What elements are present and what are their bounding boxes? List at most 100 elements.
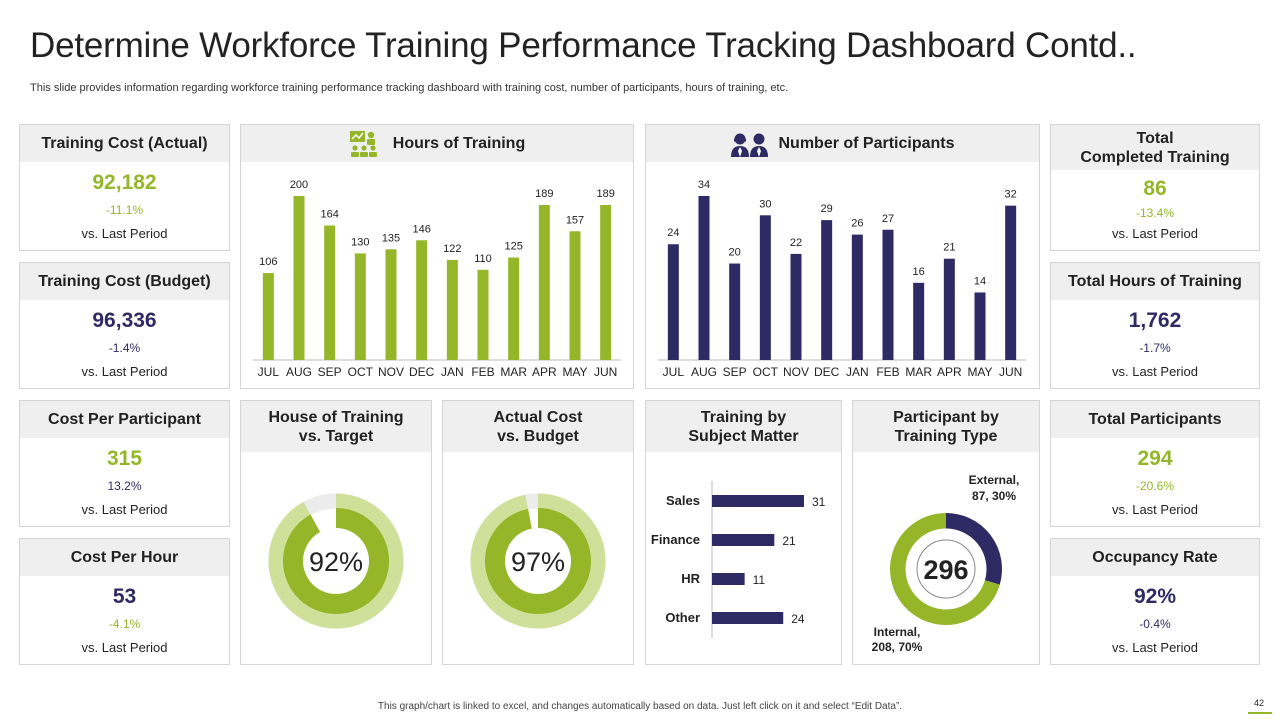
donut-center [303,528,369,594]
data-label: 125 [504,241,522,253]
kpi-label: Total Hours of Training [1051,263,1259,300]
donut-center-label: 92% [309,547,363,577]
kpi-card-total-participants: Total Participants 294 -20.6% vs. Last P… [1050,400,1260,527]
x-tick-label: NOV [378,365,404,379]
x-tick-label: JUL [663,365,685,379]
kpi-card-training-cost-budget: Training Cost (Budget) 96,336 -1.4% vs. … [19,262,230,389]
bar [569,231,581,360]
data-label: 21 [943,242,955,254]
x-tick-label: OCT [348,365,374,379]
hours-of-training-chart: 106 JUL 200 AUG 164 SEP 130 OCT 135 NOV 146 DEC 122 J… [253,179,621,379]
donut-value-ring [268,493,404,629]
kpi-value: 86 [1143,177,1167,200]
data-label: 29 [821,203,833,215]
bar [882,229,894,360]
target-donut-chart: 92% [268,493,404,629]
bar [821,220,833,360]
kpi-vs-label: vs. Last Period [1112,364,1198,379]
x-tick-label: SEP [723,365,747,379]
category-label: HR [681,571,700,586]
participant-by-training-type-panel: Participant by Training Type 296 External… [852,400,1040,665]
bar [943,258,955,360]
bar [538,205,550,360]
data-label: 27 [882,213,894,225]
bar [477,269,489,360]
x-tick-label: MAY [562,365,587,379]
donut-slice-separator [905,528,987,610]
category-label: Sales [666,493,700,508]
x-tick-label: JUL [258,365,280,379]
data-label: 31 [812,495,826,509]
data-label: 157 [566,214,584,226]
donut-value-ring [470,493,606,629]
bar [698,196,710,360]
data-label: 189 [596,188,614,200]
bar [416,240,428,360]
bar [712,573,745,585]
data-label: 200 [290,179,308,191]
donut-center-label: 296 [923,555,968,585]
kpi-vs-label: vs. Last Period [81,640,168,655]
category-label: Finance [651,532,700,547]
kpi-card-cost-per-hour: Cost Per Hour 53 -4.1% vs. Last Period [19,538,230,665]
x-tick-label: MAY [967,365,992,379]
x-tick-label: SEP [318,365,342,379]
footer-note: This graph/chart is linked to excel, and… [377,701,903,712]
x-tick-label: JAN [846,365,869,379]
bar [600,205,612,360]
bar [446,259,458,360]
kpi-label: Training Cost (Budget) [20,263,229,300]
bar [790,253,802,360]
kpi-label: Occupancy Rate [1051,539,1259,576]
x-tick-label: DEC [814,365,840,379]
data-label: 21 [782,534,796,548]
bar [324,225,336,360]
slice-label: Internal, [874,625,921,639]
kpi-label: Total Participants [1051,401,1259,438]
house-of-training-vs-target-panel: House of Training vs. Target 92% [240,400,432,665]
kpi-change: -11.1% [105,203,144,217]
x-tick-label: AUG [286,365,312,379]
kpi-vs-label: vs. Last Period [1112,226,1198,241]
bar [667,244,679,360]
x-tick-label: AUG [691,365,717,379]
data-label: 146 [412,223,430,235]
panel-title: Actual Cost vs. Budget [443,401,633,452]
x-tick-label: MAR [500,365,527,379]
people-icon [731,133,769,157]
bar [508,257,520,360]
bar [1005,205,1017,360]
bar [262,273,274,360]
kpi-change: 13.2% [107,479,142,493]
kpi-card-total-completed-training: Total Completed Training 86 -13.4% vs. L… [1050,124,1260,251]
training-class-icon [349,130,377,157]
x-tick-label: FEB [876,365,899,379]
kpi-card-cost-per-participant: Cost Per Participant 315 13.2% vs. Last … [19,400,230,527]
data-label: 189 [535,188,553,200]
training-by-subject-panel: Training by Subject Matter Sales 31 Financ… [645,400,842,665]
x-tick-label: MAR [905,365,932,379]
data-label: 16 [913,266,925,278]
bar [851,234,863,360]
data-label: 11 [753,573,766,587]
number-of-participants-chart: 24 JUL 34 AUG 20 SEP 30 OCT 22 NOV 29 DEC 26 JAN 27 FEB… [658,179,1026,379]
number-of-participants-panel: Number of Participants 24 JUL 34 AUG 20 SEP 30… [645,124,1040,389]
data-label: 122 [443,243,461,255]
kpi-change: -1.7% [1139,341,1171,355]
bar [385,249,397,360]
kpi-card-total-hours-of-training: Total Hours of Training 1,762 -1.7% vs. … [1050,262,1260,389]
page-number: 42 [1253,698,1264,708]
bar [729,263,741,360]
actual-cost-vs-budget-panel: Actual Cost vs. Budget 97% [442,400,634,665]
kpi-change: -0.4% [1139,617,1171,631]
kpi-label: Cost Per Participant [20,401,229,438]
kpi-vs-label: vs. Last Period [81,226,168,241]
data-label: 130 [351,236,369,248]
data-label: 24 [791,612,805,626]
bar [974,292,986,360]
data-label: 14 [974,275,986,287]
x-tick-label: NOV [783,365,809,379]
x-tick-label: FEB [471,365,494,379]
data-label: 32 [1005,189,1017,201]
slice-label: 87, 30% [972,489,1016,503]
